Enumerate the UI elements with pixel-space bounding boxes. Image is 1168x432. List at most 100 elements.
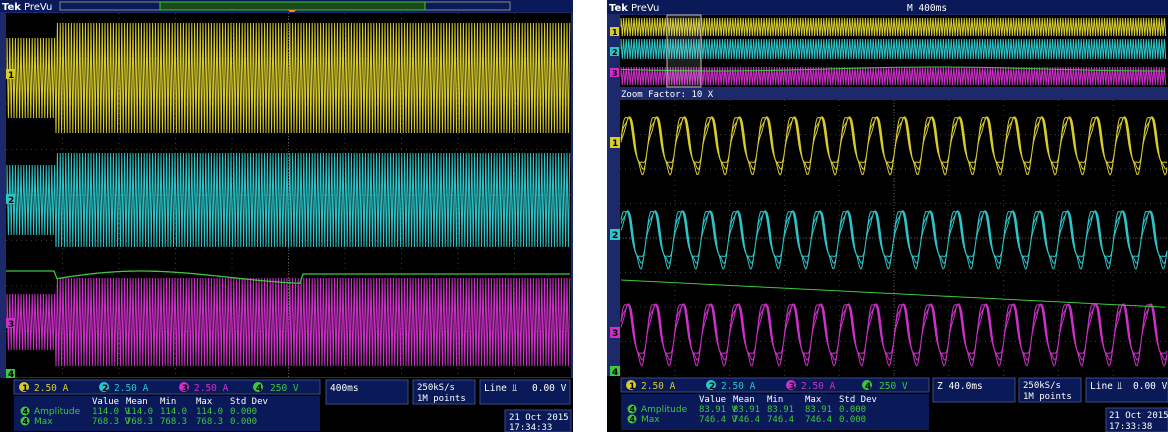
svg-text:2.50 A: 2.50 A xyxy=(34,383,69,394)
zoom-ground-marker-2[interactable]: 2 xyxy=(610,229,620,241)
svg-text:768.3: 768.3 xyxy=(160,417,187,427)
trigger-slope-icon: ⫫ xyxy=(512,383,518,394)
svg-text:2: 2 xyxy=(102,384,108,394)
svg-text:746.4: 746.4 xyxy=(805,415,832,425)
svg-text:4: 4 xyxy=(23,417,29,426)
svg-text:4: 4 xyxy=(256,384,262,394)
channel-2-readout[interactable]: 2 2.50 A xyxy=(99,382,149,394)
svg-text:2.50 A: 2.50 A xyxy=(114,383,149,394)
svg-text:Mean: Mean xyxy=(126,397,148,407)
trigger-level: 0.00 V xyxy=(532,383,567,394)
oscilloscope-screen-right: Tek PreVu M 400ms 1 2 3 Zoom Factor: 10 … xyxy=(607,0,1168,432)
channel-4-waveform xyxy=(6,270,570,284)
overview-ground-marker-3[interactable]: 3 xyxy=(610,68,619,78)
channel-3-readout[interactable]: 3 2.50 A xyxy=(786,380,836,392)
channel-3-ground-marker[interactable]: 3 xyxy=(6,318,15,330)
zoom-box[interactable] xyxy=(666,14,702,88)
sample-rate: 250kS/s xyxy=(1023,381,1061,391)
svg-text:1: 1 xyxy=(612,139,618,149)
svg-text:Amplitude: Amplitude xyxy=(34,407,81,417)
zoom-timebase: Z 40.0ms xyxy=(937,381,983,392)
measurement-row-amplitude[interactable]: 4 Amplitude 114.0 V 114.0 114.0 114.0 0.… xyxy=(20,406,258,418)
svg-text:1: 1 xyxy=(629,382,635,392)
svg-text:2.50 A: 2.50 A xyxy=(801,381,836,392)
overview-channel-4-waveform xyxy=(620,66,1165,72)
svg-text:1: 1 xyxy=(22,384,28,394)
svg-text:4: 4 xyxy=(865,382,871,392)
svg-text:83.91: 83.91 xyxy=(805,405,832,415)
svg-text:Value: Value xyxy=(699,395,726,405)
channel-readout-bar xyxy=(620,377,930,393)
zoom-channel-3-waveform xyxy=(620,303,1168,367)
top-status-bar xyxy=(607,0,1168,14)
measurement-row-max[interactable]: 4 Max 746.4 V 746.4 746.4 746.4 0.000 xyxy=(627,414,867,426)
main-timebase: M 400ms xyxy=(907,3,947,14)
channel-1-readout[interactable]: 1 2.50 A xyxy=(19,382,69,394)
zoom-ground-marker-3[interactable]: 3 xyxy=(610,327,620,339)
acquisition-mode: PreVu xyxy=(631,3,659,14)
timebase-readout[interactable] xyxy=(932,377,1016,403)
svg-text:83.91: 83.91 xyxy=(767,405,794,415)
svg-text:3: 3 xyxy=(612,69,618,78)
measurement-row-amplitude[interactable]: 4 Amplitude 83.91 V 83.91 83.91 83.91 0.… xyxy=(627,404,867,416)
time: 17:33:38 xyxy=(1109,422,1152,432)
svg-text:2.50 A: 2.50 A xyxy=(194,383,229,394)
measurement-table[interactable] xyxy=(14,396,320,431)
acquisition-readout[interactable] xyxy=(1018,377,1082,403)
zoom-ground-marker-4[interactable]: 4 xyxy=(610,366,620,378)
svg-text:114.0: 114.0 xyxy=(160,407,187,417)
measurement-headers: Value Mean Min Max Std Dev xyxy=(92,397,268,407)
svg-text:746.4: 746.4 xyxy=(733,415,760,425)
channel-4-ground-marker[interactable]: 4 xyxy=(6,369,15,380)
channel-4-readout[interactable]: 4 250 V xyxy=(253,382,299,394)
date: 21 Oct 2015 xyxy=(1109,411,1168,421)
svg-text:746.4 V: 746.4 V xyxy=(699,415,738,425)
svg-text:0.000: 0.000 xyxy=(839,405,866,415)
timebase-readout[interactable] xyxy=(325,379,409,405)
overview-ground-marker-1[interactable]: 1 xyxy=(610,27,619,37)
svg-text:0.000: 0.000 xyxy=(230,407,257,417)
svg-text:768.3: 768.3 xyxy=(196,417,223,427)
date: 21 Oct 2015 xyxy=(509,413,569,423)
trigger-readout[interactable] xyxy=(479,379,571,405)
time: 17:34:33 xyxy=(509,423,552,432)
svg-text:114.0 V: 114.0 V xyxy=(92,407,131,417)
svg-text:2: 2 xyxy=(612,48,618,57)
svg-text:4: 4 xyxy=(630,415,636,424)
svg-text:250 V: 250 V xyxy=(879,381,908,392)
svg-text:2: 2 xyxy=(612,231,618,241)
svg-text:4: 4 xyxy=(630,405,636,414)
svg-text:Max: Max xyxy=(805,395,822,405)
record-length: 1M points xyxy=(1023,392,1072,402)
timebase-value: 400ms xyxy=(330,383,359,394)
channel-readout-bar xyxy=(13,379,321,395)
channel-3-readout[interactable]: 3 2.50 A xyxy=(179,382,229,394)
svg-text:Max: Max xyxy=(196,397,213,407)
trigger-source: Line xyxy=(1090,381,1113,392)
overview-ground-marker-2[interactable]: 2 xyxy=(610,47,619,57)
record-view-window[interactable] xyxy=(159,1,426,11)
svg-text:114.0: 114.0 xyxy=(126,407,153,417)
svg-text:3: 3 xyxy=(789,382,795,392)
measurement-row-max[interactable]: 4 Max 768.3 V 768.3 768.3 768.3 0.000 xyxy=(20,416,258,428)
svg-text:2.50 A: 2.50 A xyxy=(641,381,676,392)
channel-2-readout[interactable]: 2 2.50 A xyxy=(706,380,756,392)
scope-canvas-left: Tek PreVu 1 2 3 4 1 2.50 A 2 2.50 A xyxy=(0,0,573,432)
measurement-table[interactable] xyxy=(621,394,929,430)
channel-3-waveform xyxy=(6,277,571,367)
channel-1-ground-marker[interactable]: 1 xyxy=(6,69,15,81)
brand-logo: Tek xyxy=(609,3,628,14)
channel-1-readout[interactable]: 1 2.50 A xyxy=(626,380,676,392)
channel-4-readout[interactable]: 4 250 V xyxy=(862,380,908,392)
svg-text:2: 2 xyxy=(8,196,14,206)
trigger-readout[interactable] xyxy=(1085,377,1168,403)
svg-text:83.91: 83.91 xyxy=(733,405,760,415)
measurement-headers: Value Mean Min Max Std Dev xyxy=(699,395,877,405)
channel-2-ground-marker[interactable]: 2 xyxy=(6,194,15,206)
zoom-ground-marker-1[interactable]: 1 xyxy=(610,137,620,149)
acquisition-readout[interactable] xyxy=(412,379,476,405)
date-time-readout xyxy=(504,409,572,432)
svg-text:Min: Min xyxy=(160,397,176,407)
svg-text:250 V: 250 V xyxy=(270,383,299,394)
svg-text:Max: Max xyxy=(34,417,53,427)
